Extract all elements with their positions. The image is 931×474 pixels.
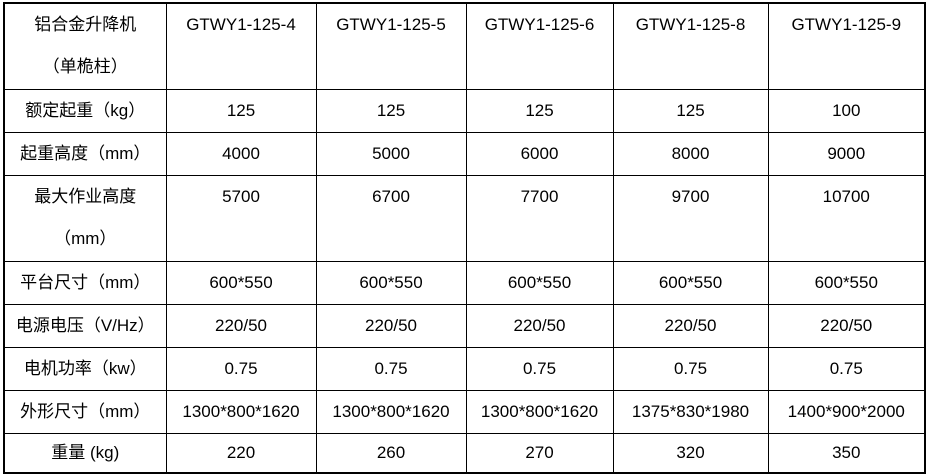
product-name-line2: （单桅柱） <box>42 57 128 76</box>
spec-value-cell: 100 <box>767 89 926 133</box>
spec-value-cell: 0.75 <box>165 347 317 391</box>
spec-label-line2: （mm） <box>54 229 117 248</box>
spec-value-cell: 1300*800*1620 <box>465 390 614 434</box>
spec-value-cell: 600*550 <box>465 261 614 305</box>
spec-value-cell: 6000 <box>465 132 614 176</box>
spec-value-cell: 6700 <box>315 175 467 262</box>
spec-value-cell: 10700 <box>767 175 926 262</box>
spec-value-cell: 125 <box>465 89 614 133</box>
table-row-max-working-height: 最大作业高度 （mm） 5700 6700 7700 9700 10700 <box>3 175 926 262</box>
product-name-line1: 铝合金升降机 <box>34 15 137 34</box>
table-row-rated-load: 额定起重（kg） 125 125 125 125 100 <box>3 89 926 133</box>
spec-label-cell: 最大作业高度 （mm） <box>3 175 167 262</box>
spec-value-cell: 220/50 <box>612 304 769 348</box>
spec-value-cell: 1375*830*1980 <box>612 390 769 434</box>
spec-value-cell: 220/50 <box>165 304 317 348</box>
spec-value-cell: 4000 <box>165 132 317 176</box>
spec-value-cell: 1400*900*2000 <box>767 390 926 434</box>
spec-label-cell: 平台尺寸（mm） <box>3 261 167 305</box>
spec-value-cell: 350 <box>767 433 926 474</box>
spec-value-cell: 220/50 <box>767 304 926 348</box>
model-header-cell: GTWY1-125-4 <box>165 2 317 90</box>
spec-value-cell: 9700 <box>612 175 769 262</box>
spec-value-cell: 0.75 <box>465 347 614 391</box>
table-row-overall-dimensions: 外形尺寸（mm） 1300*800*1620 1300*800*1620 130… <box>3 390 926 434</box>
model-header-cell: GTWY1-125-9 <box>767 2 926 90</box>
spec-label-cell: 电机功率（kw） <box>3 347 167 391</box>
spec-value-cell: 600*550 <box>767 261 926 305</box>
spec-value-cell: 1300*800*1620 <box>165 390 317 434</box>
spec-value-cell: 0.75 <box>767 347 926 391</box>
table-row-power-voltage: 电源电压（V/Hz） 220/50 220/50 220/50 220/50 2… <box>3 304 926 348</box>
spec-value-cell: 5000 <box>315 132 467 176</box>
table-row-platform-size: 平台尺寸（mm） 600*550 600*550 600*550 600*550… <box>3 261 926 305</box>
spec-value-cell: 260 <box>315 433 467 474</box>
spec-label-cell: 重量 (kg) <box>3 433 167 474</box>
spec-value-cell: 0.75 <box>612 347 769 391</box>
spec-value-cell: 320 <box>612 433 769 474</box>
spec-value-cell: 270 <box>465 433 614 474</box>
spec-value-cell: 125 <box>165 89 317 133</box>
spec-value-cell: 7700 <box>465 175 614 262</box>
spec-value-cell: 5700 <box>165 175 317 262</box>
spec-value-cell: 600*550 <box>315 261 467 305</box>
product-name-cell: 铝合金升降机 （单桅柱） <box>3 2 167 90</box>
spec-value-cell: 220 <box>165 433 317 474</box>
spec-value-cell: 600*550 <box>612 261 769 305</box>
spec-value-cell: 600*550 <box>165 261 317 305</box>
spec-value-cell: 220/50 <box>465 304 614 348</box>
spec-label-line1: 最大作业高度 <box>34 187 137 206</box>
header-row: 铝合金升降机 （单桅柱） GTWY1-125-4 GTWY1-125-5 GTW… <box>3 2 926 90</box>
spec-value-cell: 9000 <box>767 132 926 176</box>
spec-value-cell: 125 <box>612 89 769 133</box>
spec-label-cell: 起重高度（mm） <box>3 132 167 176</box>
spec-label-cell: 外形尺寸（mm） <box>3 390 167 434</box>
spec-value-cell: 125 <box>315 89 467 133</box>
table-row-motor-power: 电机功率（kw） 0.75 0.75 0.75 0.75 0.75 <box>3 347 926 391</box>
table-row-weight: 重量 (kg) 220 260 270 320 350 <box>3 433 926 474</box>
spec-label-cell: 电源电压（V/Hz） <box>3 304 167 348</box>
spec-value-cell: 220/50 <box>315 304 467 348</box>
spec-value-cell: 0.75 <box>315 347 467 391</box>
table-row-lifting-height: 起重高度（mm） 4000 5000 6000 8000 9000 <box>3 132 926 176</box>
spec-label-cell: 额定起重（kg） <box>3 89 167 133</box>
spec-value-cell: 8000 <box>612 132 769 176</box>
model-header-cell: GTWY1-125-5 <box>315 2 467 90</box>
spec-value-cell: 1300*800*1620 <box>315 390 467 434</box>
spec-table: 铝合金升降机 （单桅柱） GTWY1-125-4 GTWY1-125-5 GTW… <box>3 2 926 474</box>
model-header-cell: GTWY1-125-8 <box>612 2 769 90</box>
model-header-cell: GTWY1-125-6 <box>465 2 614 90</box>
